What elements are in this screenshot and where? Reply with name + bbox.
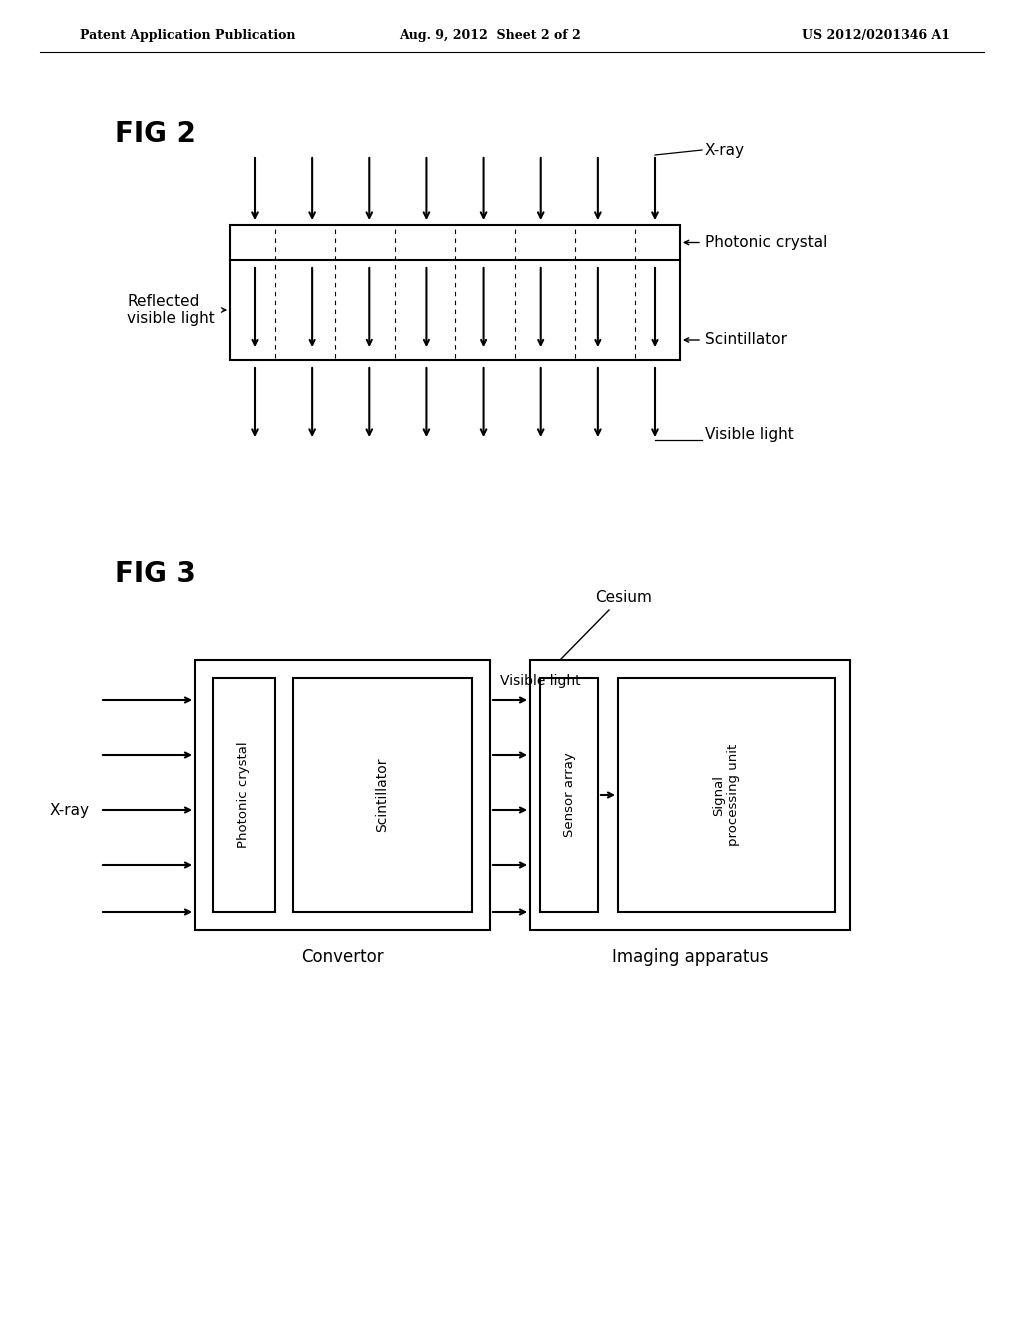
Text: Signal
processing unit: Signal processing unit [713,744,740,846]
Text: Aug. 9, 2012  Sheet 2 of 2: Aug. 9, 2012 Sheet 2 of 2 [399,29,581,41]
Text: Visible light: Visible light [500,675,581,688]
Bar [540,678,598,912]
Text: Photonic crystal: Photonic crystal [238,742,251,849]
Text: Imaging apparatus: Imaging apparatus [611,948,768,966]
Text: X-ray: X-ray [50,803,90,817]
Text: Visible light: Visible light [705,428,794,442]
Text: Sensor array: Sensor array [562,752,575,837]
Bar [293,678,472,912]
Text: Convertor: Convertor [301,948,384,966]
Bar [195,660,490,931]
Text: Patent Application Publication: Patent Application Publication [80,29,296,41]
Bar [530,660,850,931]
Text: US 2012/0201346 A1: US 2012/0201346 A1 [802,29,950,41]
Bar [213,678,275,912]
Text: Photonic crystal: Photonic crystal [705,235,827,249]
Text: Scintillator: Scintillator [705,333,787,347]
Text: FIG 3: FIG 3 [115,560,196,587]
Text: FIG 2: FIG 2 [115,120,196,148]
Text: Cesium: Cesium [596,590,652,605]
Text: Scintillator: Scintillator [376,758,389,832]
Text: X-ray: X-ray [705,143,745,157]
Bar [618,678,835,912]
Bar [230,224,680,360]
Text: Reflected
visible light: Reflected visible light [127,294,215,326]
